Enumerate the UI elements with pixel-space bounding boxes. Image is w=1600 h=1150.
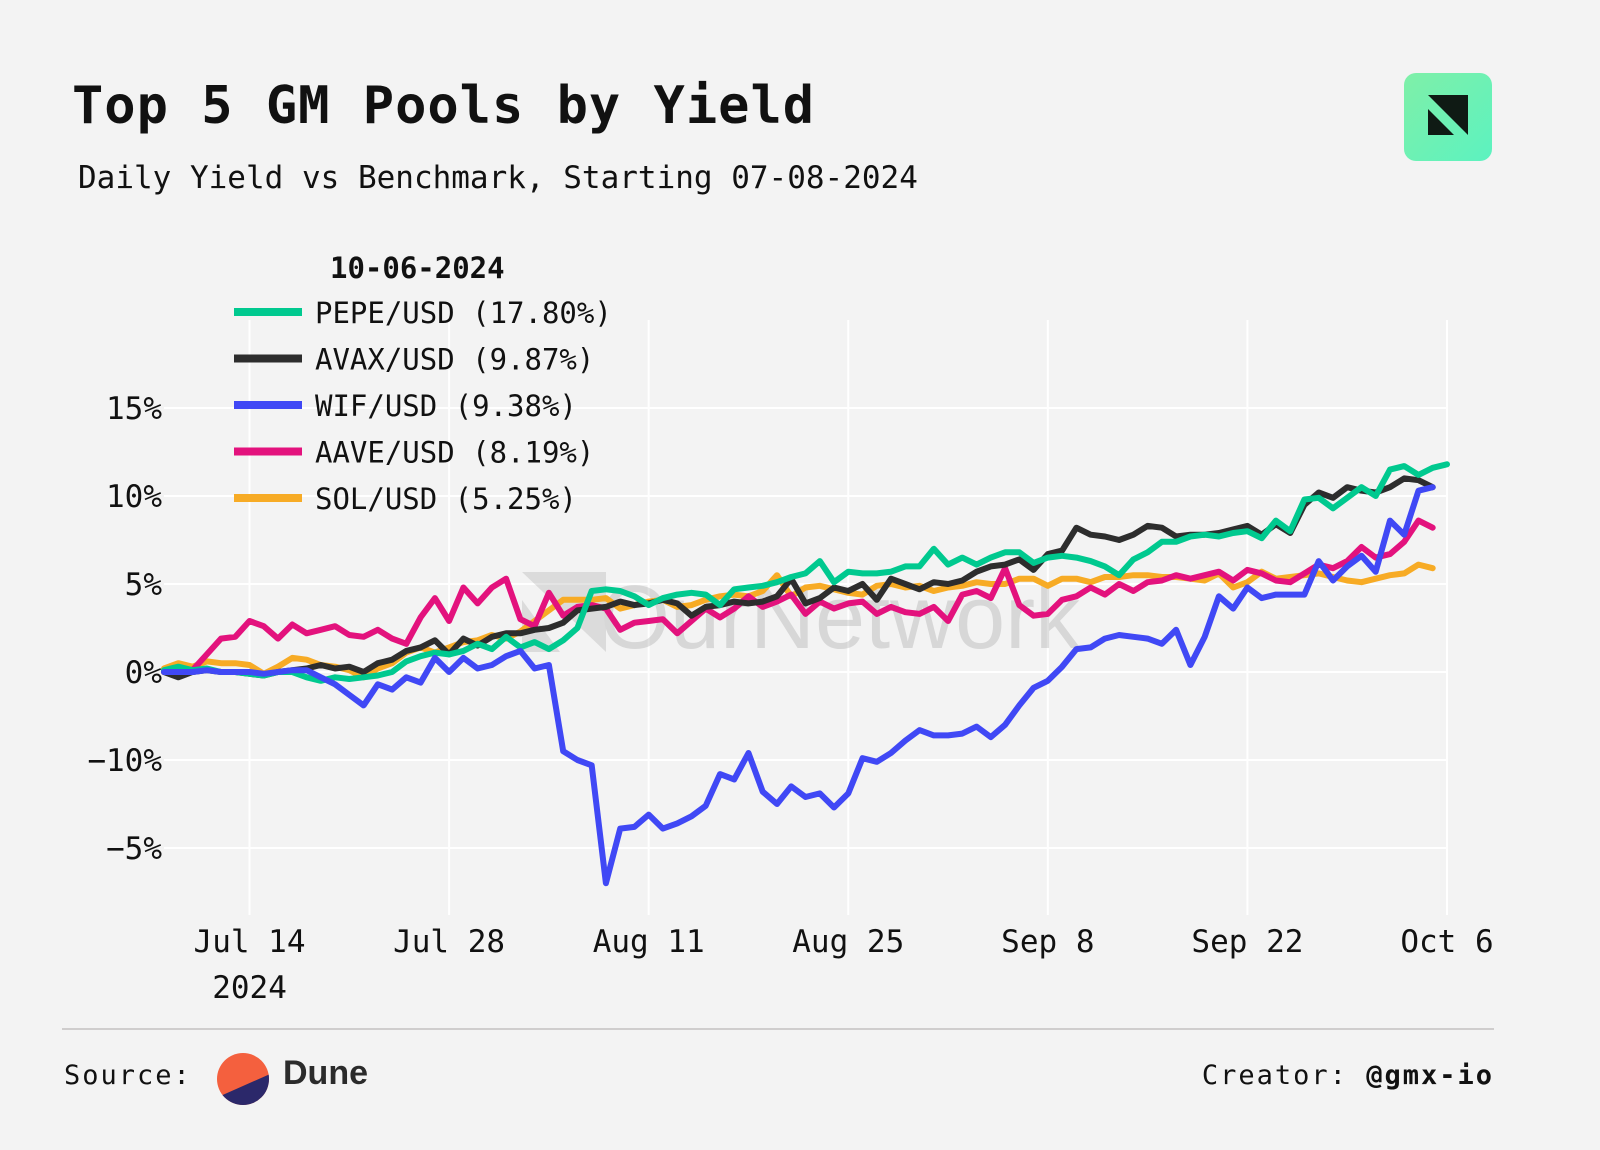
legend-item[interactable]: WIF/USD (9.38%)	[234, 389, 577, 423]
legend-swatch	[234, 401, 302, 409]
series-line-wif-usd[interactable]	[161, 484, 1436, 887]
x-tick-label: Jul 28	[393, 924, 505, 960]
legend-item[interactable]: AVAX/USD (9.87%)	[234, 343, 594, 377]
creator-label: Creator:	[1201, 1060, 1348, 1091]
y-axis-ticks: 15% 10% 5% 0% −10% −5%	[87, 391, 162, 867]
series-line-aave-usd[interactable]	[161, 517, 1436, 675]
legend: 10-06-2024 PEPE/USD (17.80%) AVAX/USD (9.8…	[234, 251, 612, 516]
gmx-logo-icon	[1404, 73, 1492, 161]
y-tick-label: 5%	[125, 567, 163, 603]
legend-label: AVAX/USD (9.87%)	[315, 343, 594, 377]
legend-label: SOL/USD (5.25%)	[315, 482, 577, 516]
y-tick-label: 0%	[125, 655, 163, 691]
source-label: Source:	[64, 1060, 192, 1091]
legend-label: WIF/USD (9.38%)	[315, 389, 577, 423]
legend-label: PEPE/USD (17.80%)	[315, 296, 612, 330]
series-line-avax-usd[interactable]	[161, 475, 1436, 681]
legend-item[interactable]: SOL/USD (5.25%)	[234, 482, 577, 516]
legend-swatch	[234, 447, 302, 456]
legend-swatch	[234, 494, 302, 502]
creator-credit: Creator: @gmx-io	[1202, 1060, 1494, 1091]
legend-swatch	[234, 354, 302, 363]
y-tick-label: −5%	[106, 831, 162, 867]
y-tick-label: 15%	[106, 391, 162, 427]
dune-logo-icon	[216, 1052, 270, 1106]
series-line-pepe-usd[interactable]	[161, 461, 1450, 684]
x-tick-label: Oct 6	[1400, 924, 1493, 960]
x-tick-label: Aug 25	[792, 924, 904, 960]
series-lines	[161, 461, 1450, 887]
legend-title: 10-06-2024	[330, 251, 505, 285]
x-tick-label: Sep 8	[1001, 924, 1094, 960]
x-tick-label: Aug 11	[593, 924, 705, 960]
line-chart: OurNetwork 15%10%5%0%−10%−5% Jul 14 Jul 2…	[87, 251, 1494, 1006]
footer-divider	[62, 1028, 1494, 1030]
x-axis-ticks: Jul 14 Jul 28 Aug 11 Aug 25 Sep 8 Sep 22 Oct 6…	[194, 924, 1494, 1006]
legend-item[interactable]: AAVE/USD (8.19%)	[234, 436, 594, 470]
chart-subtitle: Daily Yield vs Benchmark, Starting 07-08…	[78, 160, 918, 196]
creator-handle[interactable]: @gmx-io	[1366, 1060, 1494, 1091]
y-tick-label: −10%	[87, 743, 162, 779]
source-name[interactable]: Dune	[283, 1054, 368, 1092]
legend-item[interactable]: PEPE/USD (17.80%)	[234, 296, 612, 330]
chart-title: Top 5 GM Pools by Yield	[72, 76, 816, 136]
y-tick-label: 10%	[106, 479, 162, 515]
legend-swatch	[234, 308, 302, 316]
x-year-label: 2024	[212, 970, 287, 1006]
legend-label: AAVE/USD (8.19%)	[315, 436, 594, 470]
x-tick-label: Sep 22	[1191, 924, 1303, 960]
x-tick-label: Jul 14	[194, 924, 306, 960]
grid	[164, 320, 1448, 915]
